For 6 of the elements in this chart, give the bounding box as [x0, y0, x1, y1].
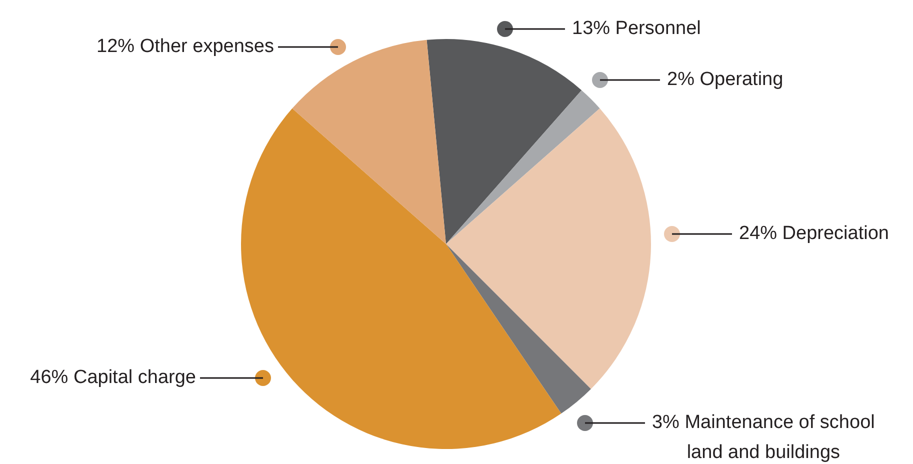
slice-label: 13% Personnel — [572, 18, 701, 40]
slice-label: 2% Operating — [667, 69, 784, 90]
slice-label: 46% Capital charge — [30, 367, 196, 388]
slice-label: 24% Depreciation — [739, 223, 889, 244]
slice-label: 12% Other expenses — [96, 36, 274, 58]
slice-label: 3% Maintenance of school land and buildings — [652, 412, 875, 464]
